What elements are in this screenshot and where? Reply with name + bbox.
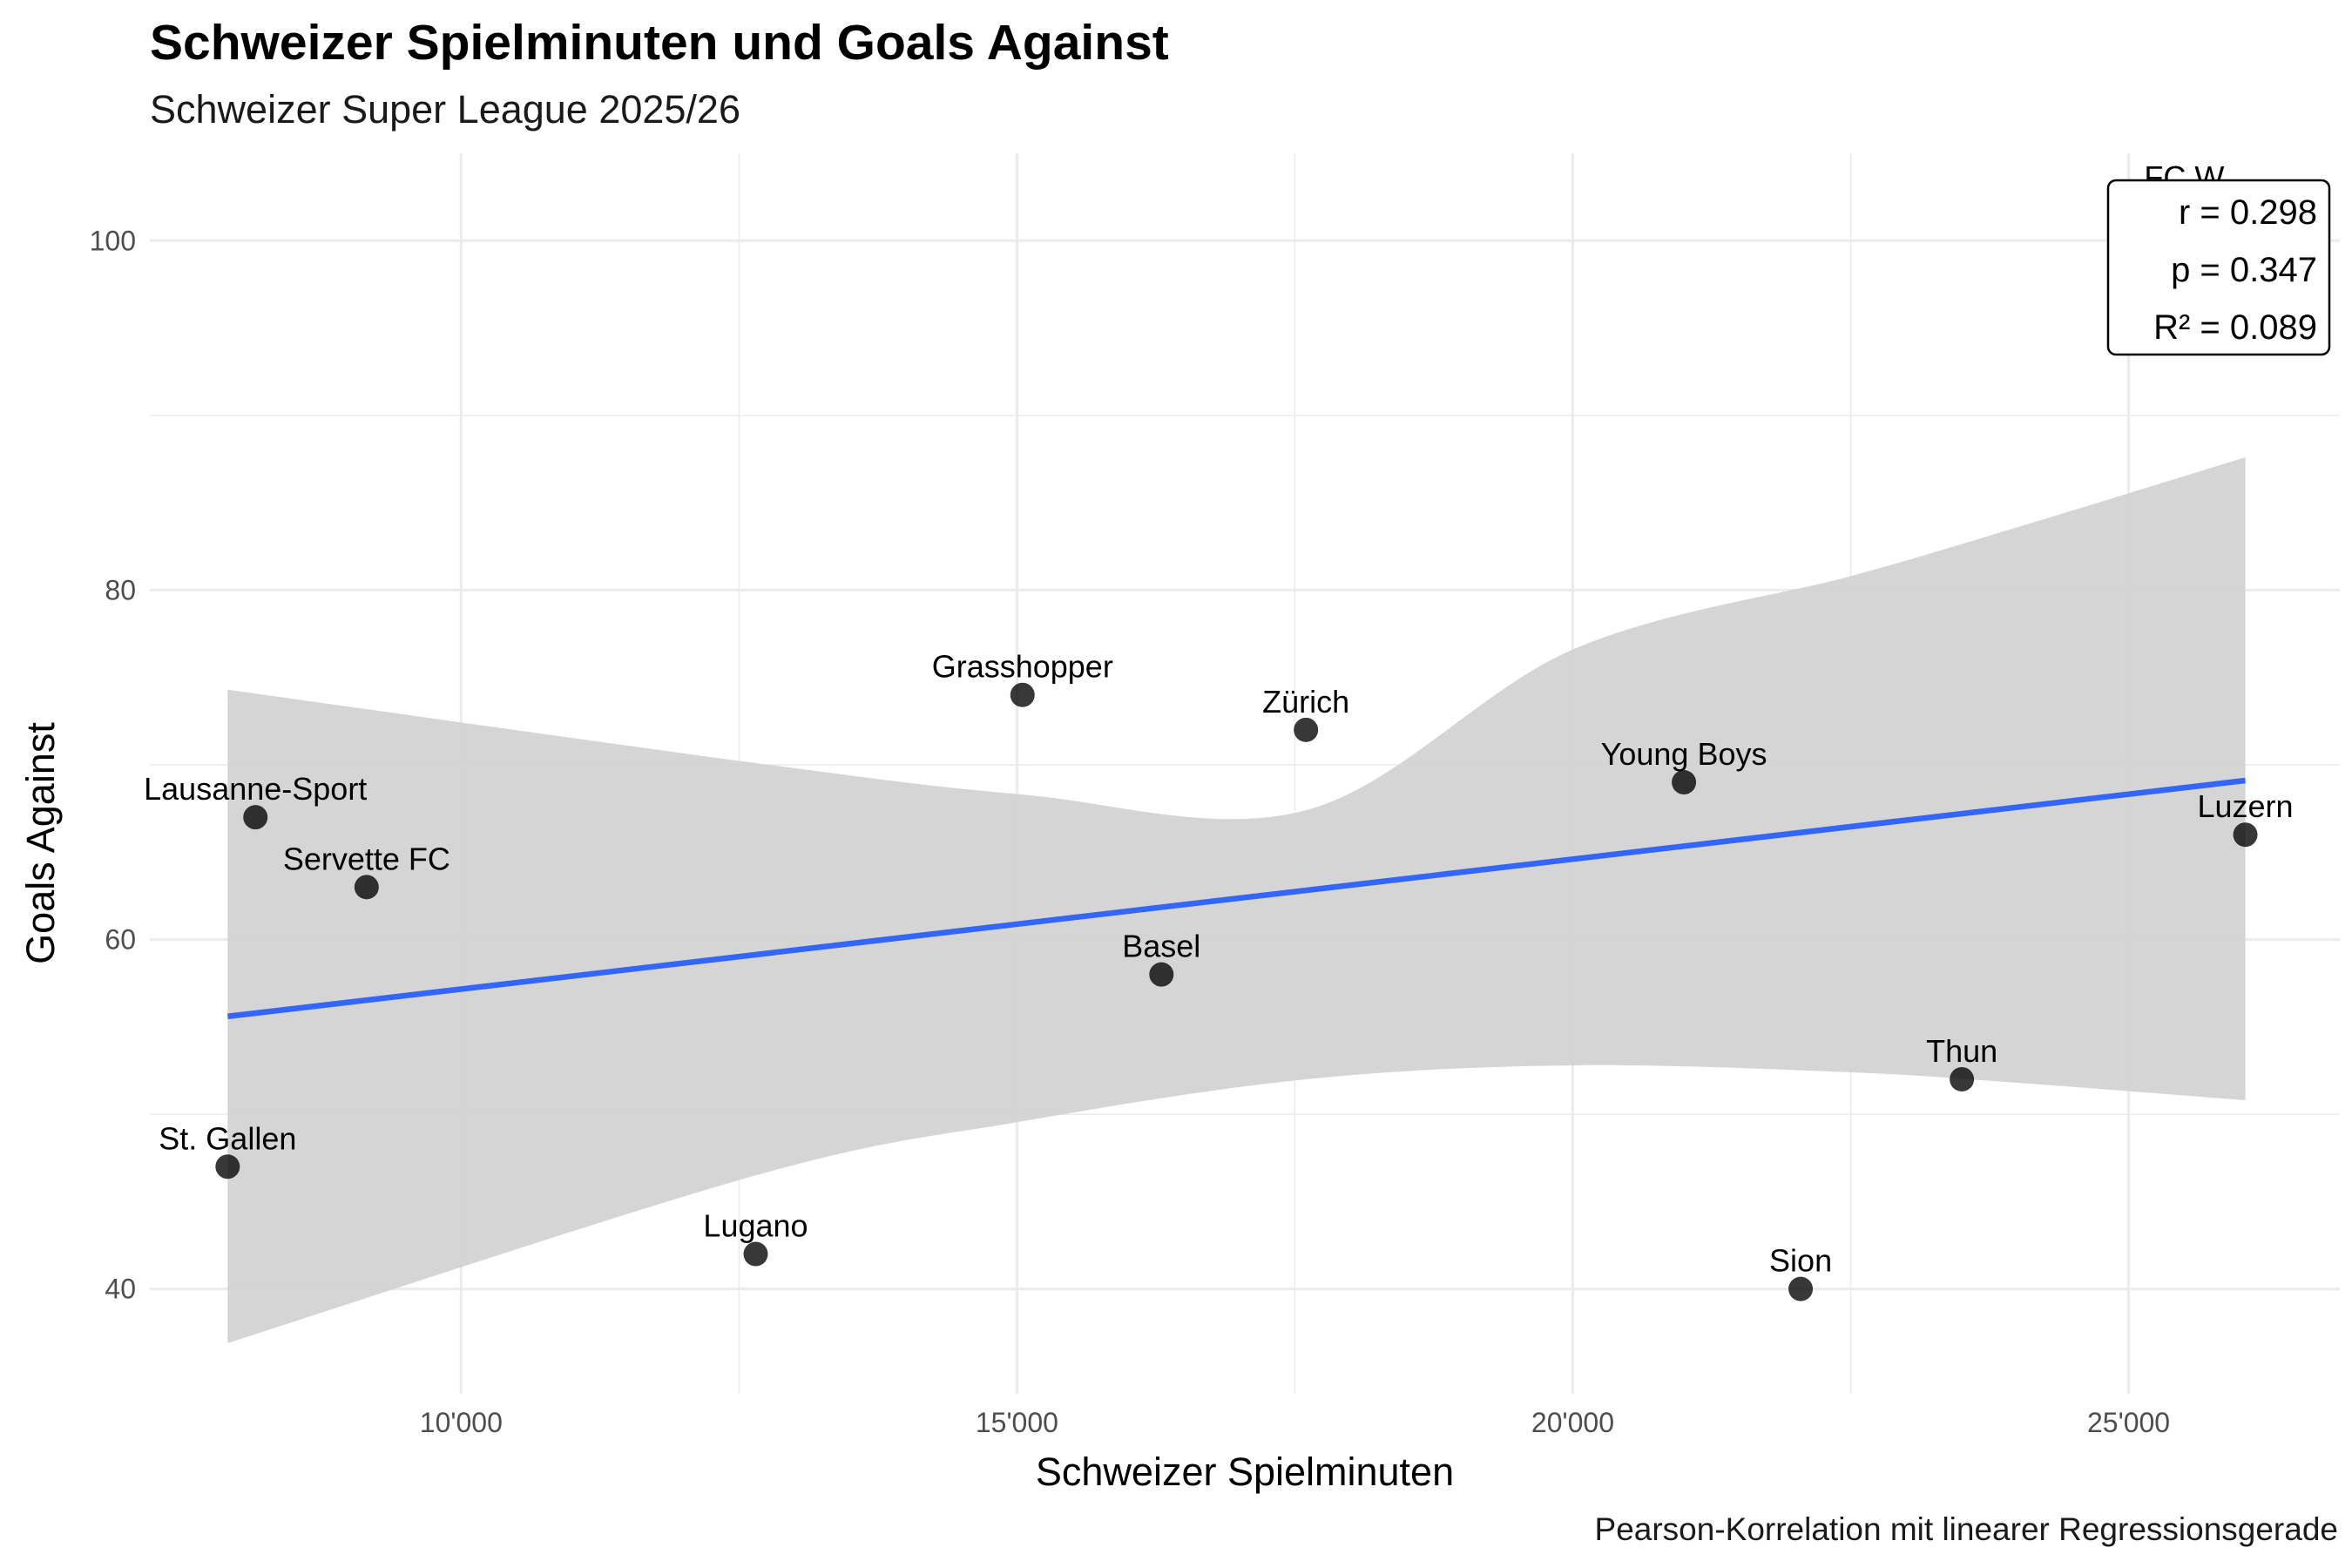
- chart-caption: Pearson-Korrelation mit linearer Regress…: [1594, 1511, 2338, 1547]
- stats-box: [2106, 179, 2331, 356]
- point-label-servette-fc: Servette FC: [283, 841, 450, 876]
- data-point-basel: [1149, 962, 1174, 987]
- point-label-lausanne-sport: Lausanne-Sport: [144, 771, 367, 807]
- data-point-young-boys: [1672, 770, 1697, 795]
- x-tick-label: 15'000: [976, 1407, 1058, 1438]
- point-label-lugano: Lugano: [703, 1208, 808, 1244]
- axis-layer: 10'000 15'000 20'000 25'000 40 60 80 100 Schweiz…: [18, 225, 2170, 1494]
- stats-line: R² = 0.089: [2153, 308, 2317, 347]
- data-point-thun: [1950, 1066, 1975, 1092]
- x-axis-title: Schweizer Spielminuten: [1036, 1450, 1454, 1494]
- data-point-lausanne-sport: [243, 805, 268, 830]
- regression-line: [226, 777, 2246, 1020]
- y-tick-label: 100: [90, 225, 136, 256]
- point-label-z-rich: Zürich: [1262, 684, 1349, 720]
- x-tick-label: 20'000: [1531, 1407, 1614, 1438]
- stats-box-layer: r = 0.298 p = 0.347 R² = 0.089: [2106, 179, 2331, 356]
- point-label-sion: Sion: [1769, 1243, 1832, 1279]
- point-label-st-gallen: St. Gallen: [159, 1120, 296, 1156]
- data-point-luzern: [2233, 822, 2258, 848]
- data-point-servette-fc: [354, 875, 379, 900]
- y-tick-label: 80: [105, 574, 136, 605]
- point-label-young-boys: Young Boys: [1601, 736, 1767, 772]
- point-label-grasshopper: Grasshopper: [932, 649, 1113, 685]
- chart-subtitle: Schweizer Super League 2025/26: [150, 87, 740, 132]
- y-tick-label: 40: [105, 1274, 136, 1305]
- y-axis-title: Goals Against: [18, 722, 63, 964]
- chart-title: Schweizer Spielminuten und Goals Against: [150, 15, 1169, 71]
- data-point-z-rich: [1294, 717, 1319, 742]
- data-point-grasshopper: [1010, 682, 1035, 707]
- data-points-layer: [215, 682, 2258, 1301]
- regression-line-layer: [226, 777, 2246, 1020]
- x-tick-label: 25'000: [2087, 1407, 2170, 1438]
- y-tick-label: 60: [105, 924, 136, 956]
- data-point-sion: [1788, 1276, 1814, 1301]
- stats-line: p = 0.347: [2171, 251, 2317, 289]
- stats-line: r = 0.298: [2179, 193, 2317, 232]
- point-label-thun: Thun: [1926, 1033, 1997, 1069]
- point-label-basel: Basel: [1122, 929, 1200, 964]
- data-point-lugano: [743, 1241, 768, 1267]
- x-tick-label: 10'000: [420, 1407, 503, 1438]
- point-label-luzern: Luzern: [2197, 788, 2293, 824]
- data-point-st-gallen: [215, 1154, 240, 1179]
